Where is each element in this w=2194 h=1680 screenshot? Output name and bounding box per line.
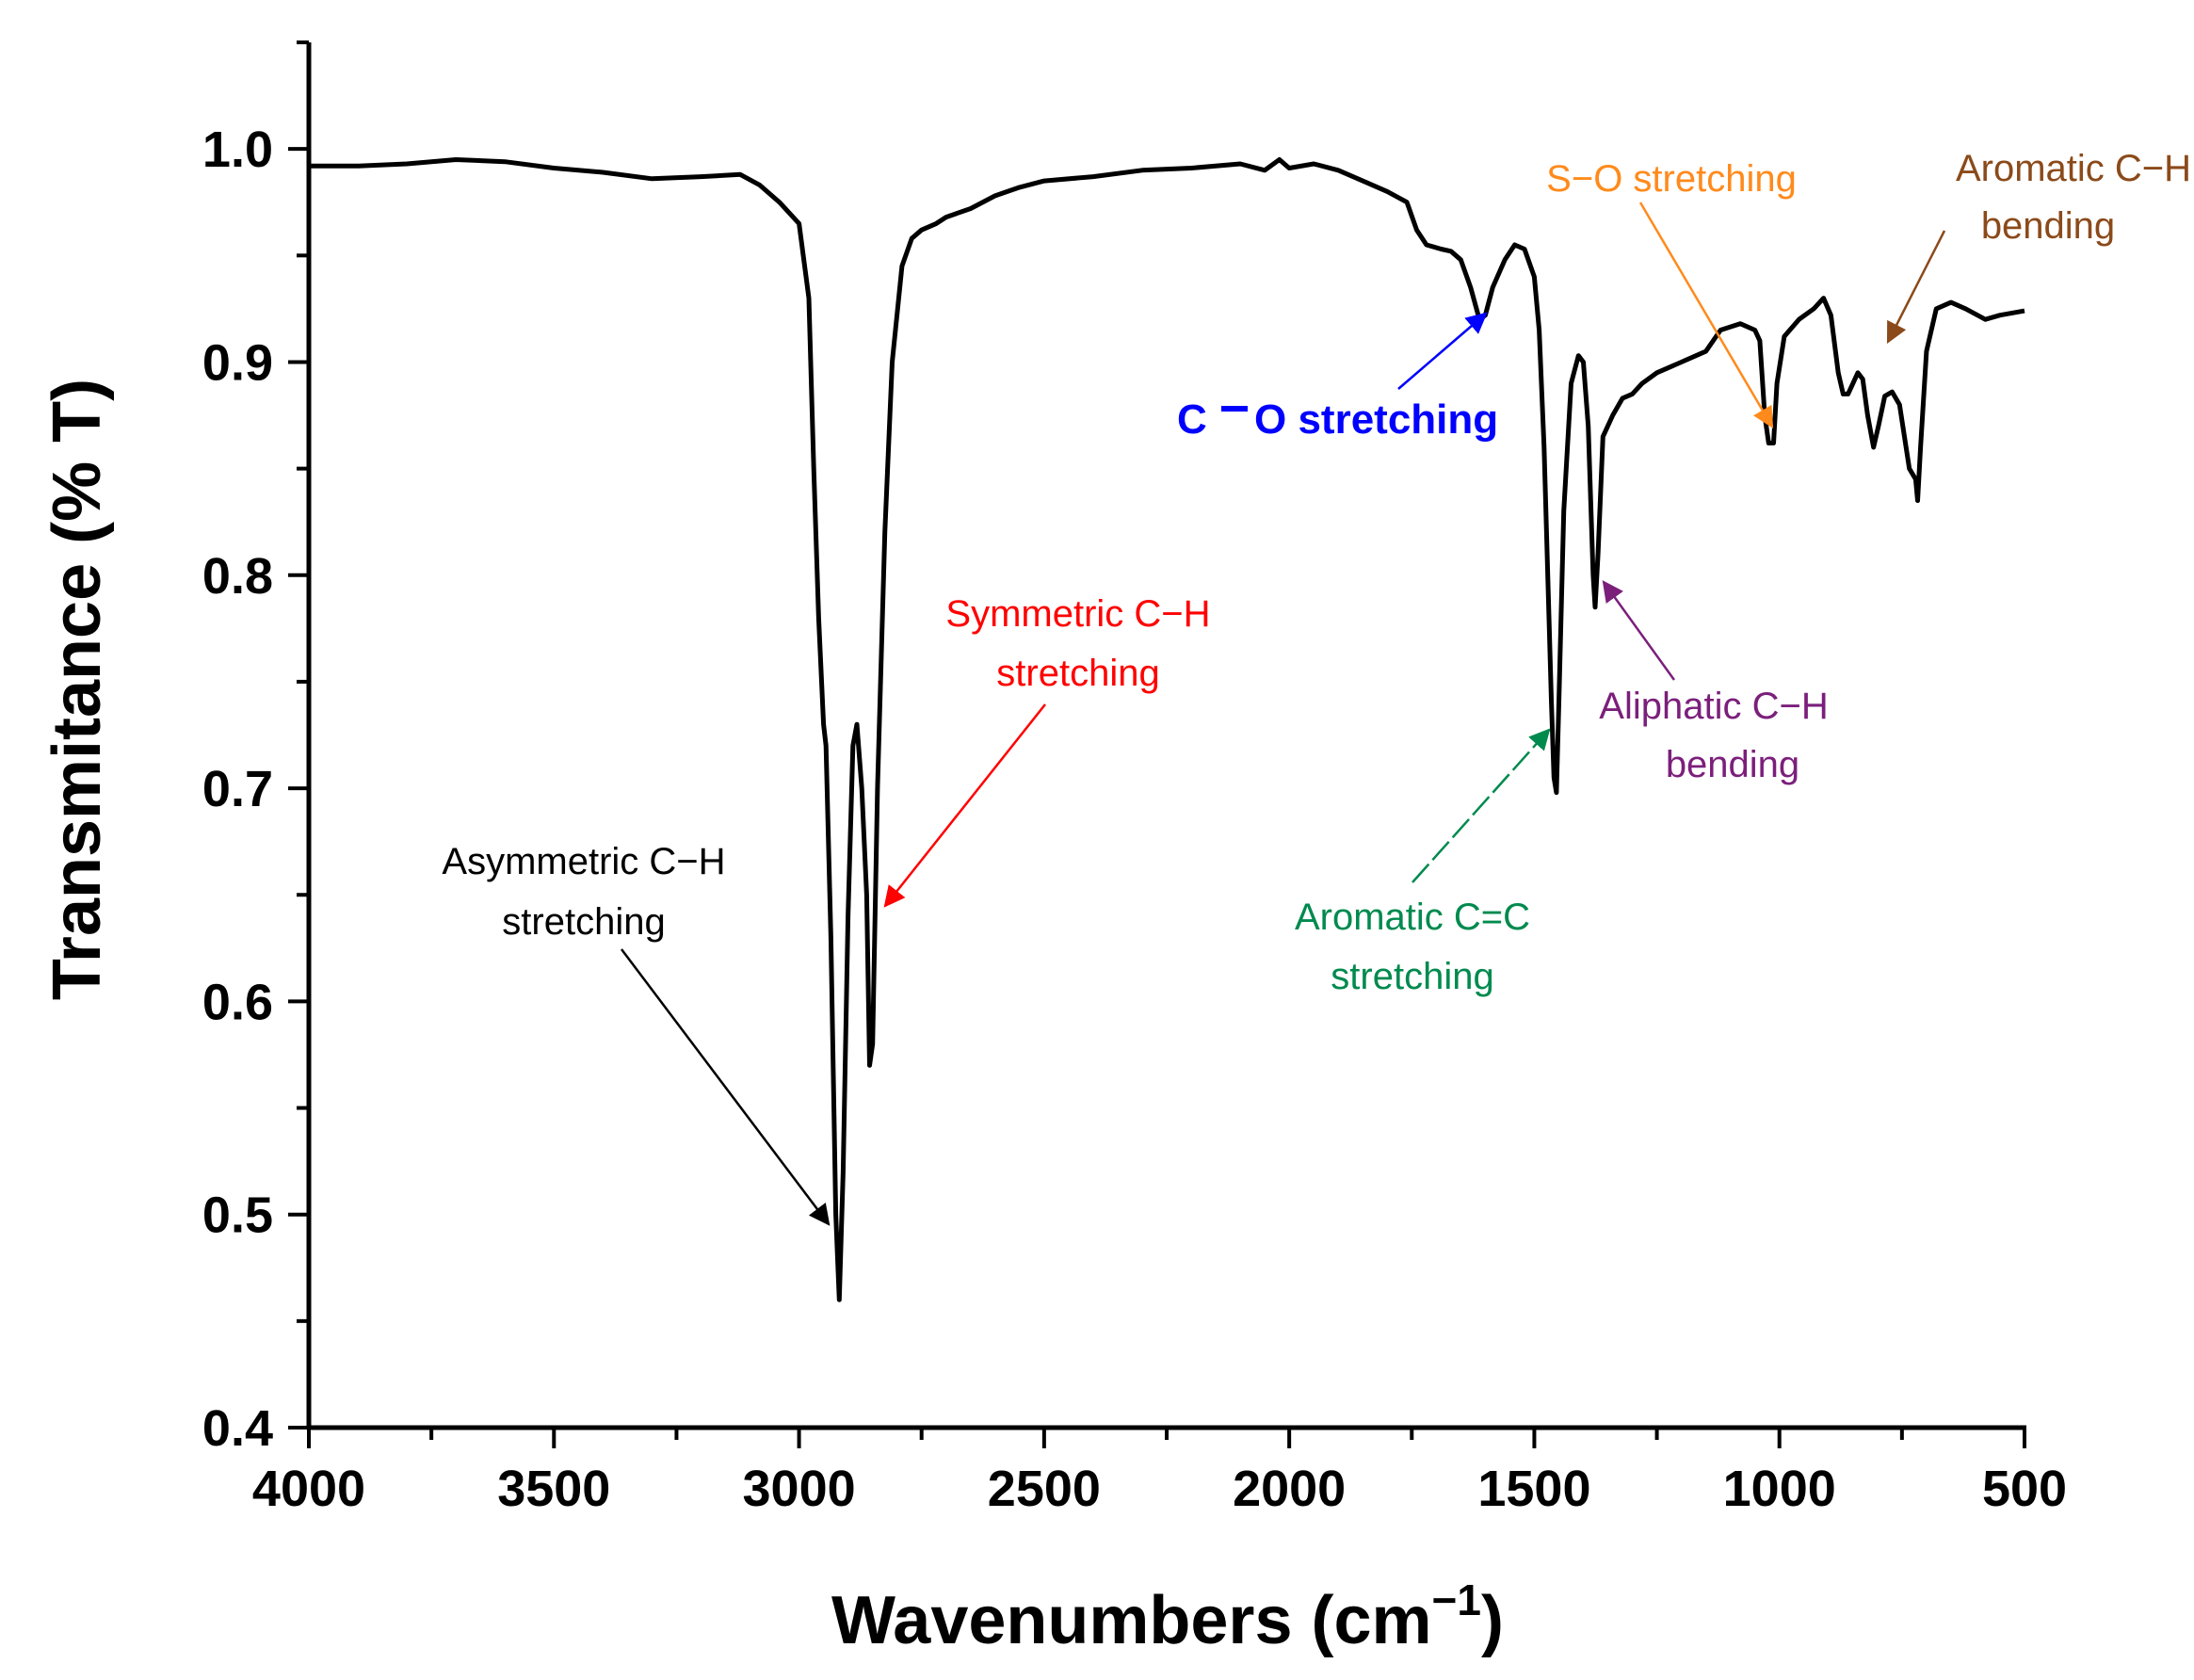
svg-text:Aliphatic C−H: Aliphatic C−H — [1599, 686, 1828, 727]
y-tick-labels: 0.4 0.5 0.6 0.7 0.8 0.9 1.0 — [202, 121, 273, 1457]
annotation-arrow-asymmetric — [621, 948, 831, 1226]
svg-text:stretching: stretching — [502, 901, 665, 943]
annotation-arrow-aromatic-ch — [1886, 230, 1946, 345]
y-tick-label: 0.8 — [202, 548, 273, 605]
x-tick-label: 3000 — [743, 1461, 856, 1517]
annotation-so-stretching: S−O stretching — [1546, 158, 1797, 428]
x-tick-label: 1500 — [1477, 1461, 1590, 1517]
y-tick-label: 0.7 — [202, 761, 273, 817]
svg-text:S−O stretching: S−O stretching — [1546, 158, 1797, 200]
annotation-symmetric-ch-stretching: Symmetric C−H stretching — [883, 593, 1211, 908]
svg-text:Symmetric C−H: Symmetric C−H — [945, 593, 1210, 635]
svg-text:Asymmetric C−H: Asymmetric C−H — [442, 841, 725, 882]
x-tick-label: 2000 — [1233, 1461, 1346, 1517]
x-tick-label: 500 — [1982, 1461, 2067, 1517]
x-axis-title: Wavenumbers (cm−1) — [831, 1575, 1504, 1658]
y-tick-label: 1.0 — [202, 121, 273, 178]
annotation-arrow-aromatic-cc — [1412, 728, 1551, 883]
y-ticks — [288, 40, 309, 1430]
annotation-arrow-aliphatic — [1602, 580, 1676, 681]
annotation-aromatic-cc-stretching: Aromatic C=C stretching — [1295, 728, 1551, 997]
y-tick-label: 0.5 — [202, 1187, 273, 1244]
annotation-arrow-co — [1397, 312, 1488, 390]
x-ticks — [307, 1428, 2026, 1448]
svg-text:Aromatic C=C: Aromatic C=C — [1295, 897, 1530, 938]
annotation-co-stretching: C O stretching — [1177, 312, 1498, 443]
svg-text:O stretching: O stretching — [1254, 396, 1498, 443]
svg-text:stretching: stretching — [1331, 956, 1493, 997]
x-tick-label: 2500 — [988, 1461, 1101, 1517]
y-axis-title: Transmitance (% T) — [40, 379, 115, 1000]
svg-text:Aromatic C−H: Aromatic C−H — [1956, 148, 2191, 189]
annotation-aromatic-ch-bending: Aromatic C−H bending — [1886, 148, 2191, 345]
x-tick-label: 1000 — [1723, 1461, 1836, 1517]
x-tick-label: 3500 — [497, 1461, 610, 1517]
svg-text:bending: bending — [1981, 205, 2115, 247]
y-tick-label: 0.4 — [202, 1400, 273, 1457]
svg-text:C: C — [1177, 396, 1207, 443]
annotation-asymmetric-ch-stretching: Asymmetric C−H stretching — [442, 841, 831, 1226]
x-tick-label: 4000 — [252, 1461, 365, 1517]
svg-text:bending: bending — [1666, 744, 1799, 785]
x-tick-labels: 4000 3500 3000 2500 2000 1500 1000 500 — [252, 1461, 2067, 1517]
annotation-arrow-so — [1638, 202, 1774, 428]
annotation-arrow-symmetric — [883, 703, 1046, 908]
svg-text:stretching: stretching — [996, 653, 1159, 694]
annotation-aliphatic-ch-bending: Aliphatic C−H bending — [1599, 580, 1829, 785]
y-tick-label: 0.6 — [202, 974, 273, 1030]
y-tick-label: 0.9 — [202, 334, 273, 391]
series-line-ftir-spectrum — [309, 157, 2025, 1302]
